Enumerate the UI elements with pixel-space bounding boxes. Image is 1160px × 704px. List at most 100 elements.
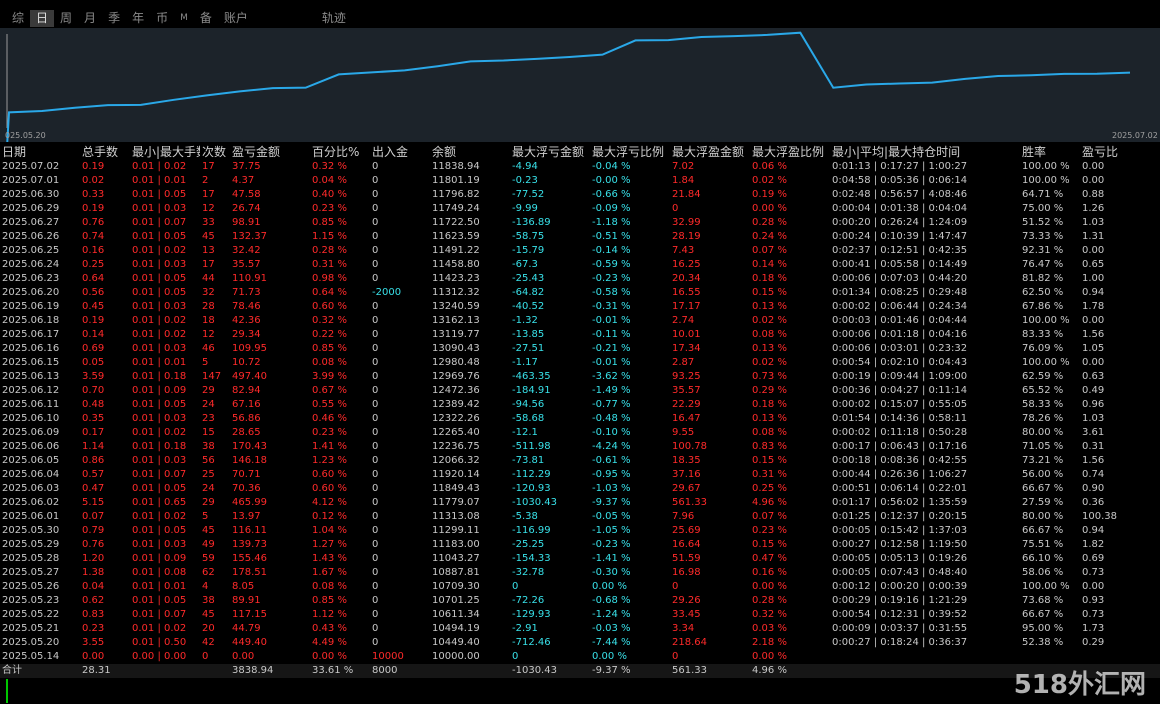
table-row[interactable]: 2025.05.20 3.55 0.01 | 0.50 42 449.40 4.49 % 0… [0, 636, 1160, 650]
table-row[interactable]: 2025.06.06 1.14 0.01 | 0.18 38 170.43 1.41 % 0… [0, 440, 1160, 454]
table-row[interactable]: 2025.05.22 0.83 0.01 | 0.07 45 117.15 1.12 % 0… [0, 608, 1160, 622]
column-header[interactable]: 盈亏比 [1082, 145, 1119, 159]
table-row[interactable]: 2025.05.27 1.38 0.01 | 0.08 62 178.51 1.67 % 0… [0, 566, 1160, 580]
table-cell: 75.51 % [1022, 539, 1064, 550]
table-row[interactable]: 2025.06.24 0.25 0.01 | 0.03 17 35.57 0.31 % 0 1… [0, 258, 1160, 272]
column-header[interactable]: 最大浮盈比例 [752, 145, 825, 159]
table-cell: 0 [372, 245, 379, 256]
table-row[interactable]: 2025.06.05 0.86 0.01 | 0.03 56 146.18 1.23 % 0… [0, 454, 1160, 468]
table-cell: 2025.06.12 [2, 385, 60, 396]
tab-month[interactable]: 月 [84, 11, 97, 25]
table-cell: 0.01 | 0.03 [132, 539, 187, 550]
table-cell: 28.65 [232, 427, 261, 438]
tab-note[interactable]: 备 [199, 11, 212, 25]
table-row[interactable]: 2025.05.28 1.20 0.01 | 0.09 59 155.46 1.43 % 0… [0, 552, 1160, 566]
table-row[interactable]: 2025.06.17 0.14 0.01 | 0.02 12 29.34 0.22 % 0 1… [0, 328, 1160, 342]
column-header[interactable]: 最大浮亏金额 [512, 145, 585, 159]
table-cell: 2025.06.05 [2, 455, 60, 466]
table-row[interactable]: 2025.06.15 0.05 0.01 | 0.01 5 10.72 0.08 % 0 12… [0, 356, 1160, 370]
tab-m[interactable]: M [180, 13, 188, 23]
table-cell: -0.00 % [592, 175, 631, 186]
table-cell: -0.23 % [592, 539, 631, 550]
column-header[interactable]: 次数 [202, 145, 227, 159]
column-header[interactable]: 胜率 [1022, 145, 1047, 159]
table-row[interactable]: 2025.06.12 0.70 0.01 | 0.09 29 82.94 0.67 % 0 1… [0, 384, 1160, 398]
text-cursor [6, 679, 8, 703]
table-cell: 0.01 | 0.50 [132, 637, 187, 648]
table-cell: 38 [202, 441, 215, 452]
column-header[interactable]: 盈亏金额 [232, 145, 281, 159]
table-cell: 0 [372, 273, 379, 284]
table-row[interactable]: 2025.06.18 0.19 0.01 | 0.02 18 42.36 0.32 % 0 1… [0, 314, 1160, 328]
table-row[interactable]: 2025.06.11 0.48 0.01 | 0.05 24 67.16 0.55 % 0 1… [0, 398, 1160, 412]
table-cell: 0:00:05 | 0:07:43 | 0:48:40 [832, 567, 968, 578]
table-cell: 0:00:27 | 0:18:24 | 0:36:37 [832, 637, 968, 648]
column-header[interactable]: 总手数 [82, 145, 119, 159]
table-cell: 10000 [372, 651, 404, 662]
table-row[interactable]: 2025.06.03 0.47 0.01 | 0.05 24 70.36 0.60 % 0 1… [0, 482, 1160, 496]
tab-currency[interactable]: 币 [156, 11, 169, 25]
table-cell: 2025.06.01 [2, 511, 60, 522]
table-cell: 3.59 [82, 371, 105, 382]
tab-week[interactable]: 周 [60, 11, 73, 25]
table-row[interactable]: 2025.06.19 0.45 0.01 | 0.03 28 78.46 0.60 % 0 1… [0, 300, 1160, 314]
table-cell: 3.55 [82, 637, 105, 648]
table-row[interactable]: 2025.06.02 5.15 0.01 | 0.65 29 465.99 4.12 % 0… [0, 496, 1160, 510]
table-row[interactable]: 2025.06.04 0.57 0.01 | 0.07 25 70.71 0.60 % 0 1… [0, 468, 1160, 482]
table-row[interactable]: 2025.07.01 0.02 0.01 | 0.01 2 4.37 0.04 % 0 118… [0, 174, 1160, 188]
table-cell: 29.67 [672, 483, 701, 494]
table-cell: 0.00 [1082, 175, 1105, 186]
table-row[interactable]: 2025.05.26 0.04 0.01 | 0.01 4 8.05 0.08 % 0 107… [0, 580, 1160, 594]
table-cell: 7.02 [672, 161, 695, 172]
table-row[interactable]: 2025.05.29 0.76 0.01 | 0.03 49 139.73 1.27 % 0… [0, 538, 1160, 552]
table-cell: -67.3 [512, 259, 538, 270]
table-cell: 2025.05.21 [2, 623, 60, 634]
column-header[interactable]: 最大浮亏比例 [592, 145, 665, 159]
column-header[interactable]: 最小|最大手数 [132, 145, 200, 159]
table-cell: 0.02 % [752, 357, 787, 368]
table-row[interactable]: 2025.06.13 3.59 0.01 | 0.18 147 497.40 3.99 %… [0, 370, 1160, 384]
tab-quarter[interactable]: 季 [108, 11, 121, 25]
column-header[interactable]: 百分比% [312, 145, 360, 159]
table-row[interactable]: 2025.06.20 0.56 0.01 | 0.05 32 71.73 0.64 % -2… [0, 286, 1160, 300]
table-row[interactable]: 2025.06.29 0.19 0.01 | 0.03 12 26.74 0.23 % 0 1… [0, 202, 1160, 216]
column-header[interactable]: 出入金 [372, 145, 409, 159]
table-cell: 10000.00 [432, 651, 480, 662]
column-header[interactable]: 余额 [432, 145, 457, 159]
table-cell: 2025.06.29 [2, 203, 60, 214]
table-cell: 100.00 % [1022, 357, 1070, 368]
tab-overview[interactable]: 综 [12, 11, 25, 25]
table-row[interactable]: 2025.06.27 0.76 0.01 | 0.07 33 98.91 0.85 % 0 1… [0, 216, 1160, 230]
table-cell: 12969.76 [432, 371, 480, 382]
tab-trajectory[interactable]: 轨迹 [321, 11, 346, 25]
table-cell: -0.03 % [592, 623, 631, 634]
table-row[interactable]: 2025.06.16 0.69 0.01 | 0.03 46 109.95 0.85 % 0… [0, 342, 1160, 356]
table-row[interactable]: 2025.06.30 0.33 0.01 | 0.05 17 47.58 0.40 % 0 1… [0, 188, 1160, 202]
column-header[interactable]: 最小|平均|最大持仓时间 [832, 145, 961, 159]
column-header[interactable]: 最大浮盈金额 [672, 145, 745, 159]
table-row[interactable]: 2025.05.30 0.79 0.01 | 0.05 45 116.11 1.04 % 0… [0, 524, 1160, 538]
table-row[interactable]: 2025.07.02 0.19 0.01 | 0.02 17 37.75 0.32 % 0 1… [0, 160, 1160, 174]
table-row[interactable]: 2025.06.23 0.64 0.01 | 0.05 44 110.91 0.98 % 0… [0, 272, 1160, 286]
table-row[interactable]: 2025.05.21 0.23 0.01 | 0.02 20 44.79 0.43 % 0 1… [0, 622, 1160, 636]
tab-year[interactable]: 年 [132, 11, 145, 25]
table-row[interactable]: 2025.06.26 0.74 0.01 | 0.05 45 132.37 1.15 % 0… [0, 230, 1160, 244]
table-cell: 49 [202, 539, 215, 550]
table-cell: 2025.06.10 [2, 413, 60, 424]
table-row[interactable]: 2025.06.01 0.07 0.01 | 0.02 5 13.97 0.12 % 0 11… [0, 510, 1160, 524]
table-row[interactable]: 2025.05.14 0.00 0.00 | 0.00 0 0.00 0.00 % 1000… [0, 650, 1160, 664]
table-cell: 0.01 | 0.08 [132, 567, 187, 578]
table-row[interactable]: 2025.06.09 0.17 0.01 | 0.02 15 28.65 0.23 % 0 1… [0, 426, 1160, 440]
table-cell: 76.09 % [1022, 343, 1064, 354]
table-cell: 0.07 [82, 511, 105, 522]
tab-day[interactable]: 日 [30, 10, 55, 27]
table-cell: 0.85 % [312, 343, 347, 354]
table-row[interactable]: 2025.06.10 0.35 0.01 | 0.03 23 56.86 0.46 % 0 1… [0, 412, 1160, 426]
tab-account[interactable]: 账户 [223, 11, 248, 25]
table-cell: -0.95 % [592, 469, 631, 480]
table-cell: 0.00 [1082, 581, 1105, 592]
table-cell: 58.06 % [1022, 567, 1064, 578]
column-header[interactable]: 日期 [2, 145, 27, 159]
table-row[interactable]: 2025.06.25 0.16 0.01 | 0.02 13 32.42 0.28 % 0 1… [0, 244, 1160, 258]
table-row[interactable]: 2025.05.23 0.62 0.01 | 0.05 38 89.91 0.85 % 0 1… [0, 594, 1160, 608]
